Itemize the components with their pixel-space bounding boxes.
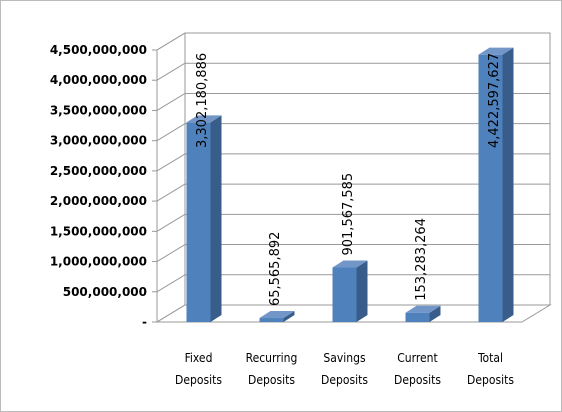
value-label: 4,422,597,627 bbox=[487, 53, 502, 148]
value-label: 3,302,180,886 bbox=[195, 53, 210, 148]
bar-side bbox=[283, 311, 295, 322]
grid-line bbox=[156, 213, 186, 232]
grid-line bbox=[156, 123, 186, 142]
bar-side bbox=[356, 260, 368, 322]
grid-line bbox=[156, 274, 186, 293]
bar-top bbox=[186, 115, 222, 123]
grid-line bbox=[156, 93, 186, 111]
bar bbox=[478, 47, 514, 323]
y-tick-label: 2,500,000,000 bbox=[50, 164, 147, 178]
y-tick-label: 4,000,000,000 bbox=[50, 73, 147, 87]
bar-top bbox=[259, 311, 295, 319]
y-tick-label: 4,500,000,000 bbox=[50, 43, 147, 57]
value-label: 901,567,585 bbox=[341, 173, 356, 256]
bar-side bbox=[502, 47, 514, 323]
bar bbox=[186, 115, 222, 322]
y-tick-label: 500,000,000 bbox=[63, 285, 147, 299]
value-label: 153,283,264 bbox=[414, 218, 429, 301]
grid-line bbox=[156, 62, 186, 81]
bar-front bbox=[186, 122, 211, 322]
x-tick-label: Fixed Deposits bbox=[175, 351, 222, 387]
bar bbox=[259, 311, 295, 322]
bar-side bbox=[429, 305, 441, 322]
x-tick-label: Current Deposits bbox=[394, 351, 441, 387]
bar-top bbox=[332, 260, 368, 268]
bar bbox=[332, 260, 368, 322]
bar-front bbox=[405, 312, 430, 322]
grid-line bbox=[156, 244, 186, 262]
y-tick-label: 3,000,000,000 bbox=[50, 134, 147, 148]
bar bbox=[405, 305, 441, 322]
y-tick-label: 1,500,000,000 bbox=[50, 224, 147, 238]
x-tick-label: Recurring Deposits bbox=[246, 351, 298, 387]
x-tick-label: Total Deposits bbox=[467, 351, 514, 387]
grid-line bbox=[156, 183, 186, 202]
y-tick-label: - bbox=[142, 315, 147, 329]
y-tick-label: 2,000,000,000 bbox=[50, 194, 147, 208]
x-tick-label: Savings Deposits bbox=[321, 351, 368, 387]
bar-side bbox=[210, 115, 222, 322]
y-tick-label: 1,000,000,000 bbox=[50, 255, 147, 269]
bar-front bbox=[332, 267, 357, 322]
bar-top bbox=[478, 47, 514, 55]
grid-line bbox=[156, 32, 186, 51]
bar-top bbox=[405, 305, 441, 313]
grid-line bbox=[156, 153, 186, 172]
grid-line bbox=[156, 304, 186, 323]
value-label: 65,565,892 bbox=[268, 232, 283, 306]
bar-front bbox=[478, 54, 503, 323]
y-tick-label: 3,500,000,000 bbox=[50, 103, 147, 117]
bar-front bbox=[259, 318, 284, 322]
